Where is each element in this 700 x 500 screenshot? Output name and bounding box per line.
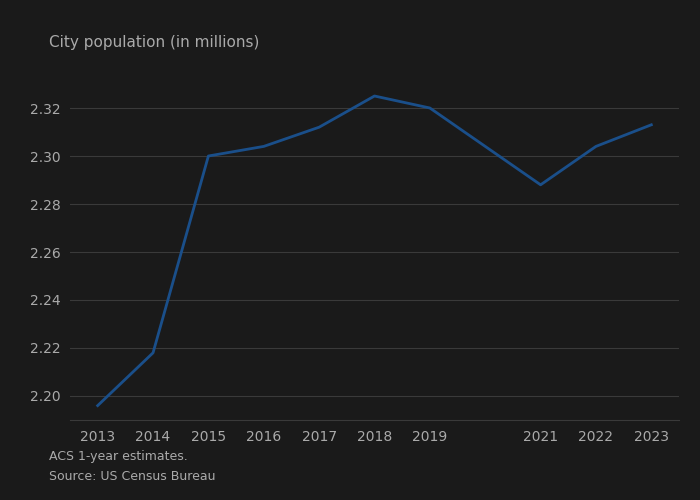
Text: ACS 1-year estimates.: ACS 1-year estimates. xyxy=(49,450,188,463)
Text: Source: US Census Bureau: Source: US Census Bureau xyxy=(49,470,216,483)
Text: City population (in millions): City population (in millions) xyxy=(49,35,260,50)
